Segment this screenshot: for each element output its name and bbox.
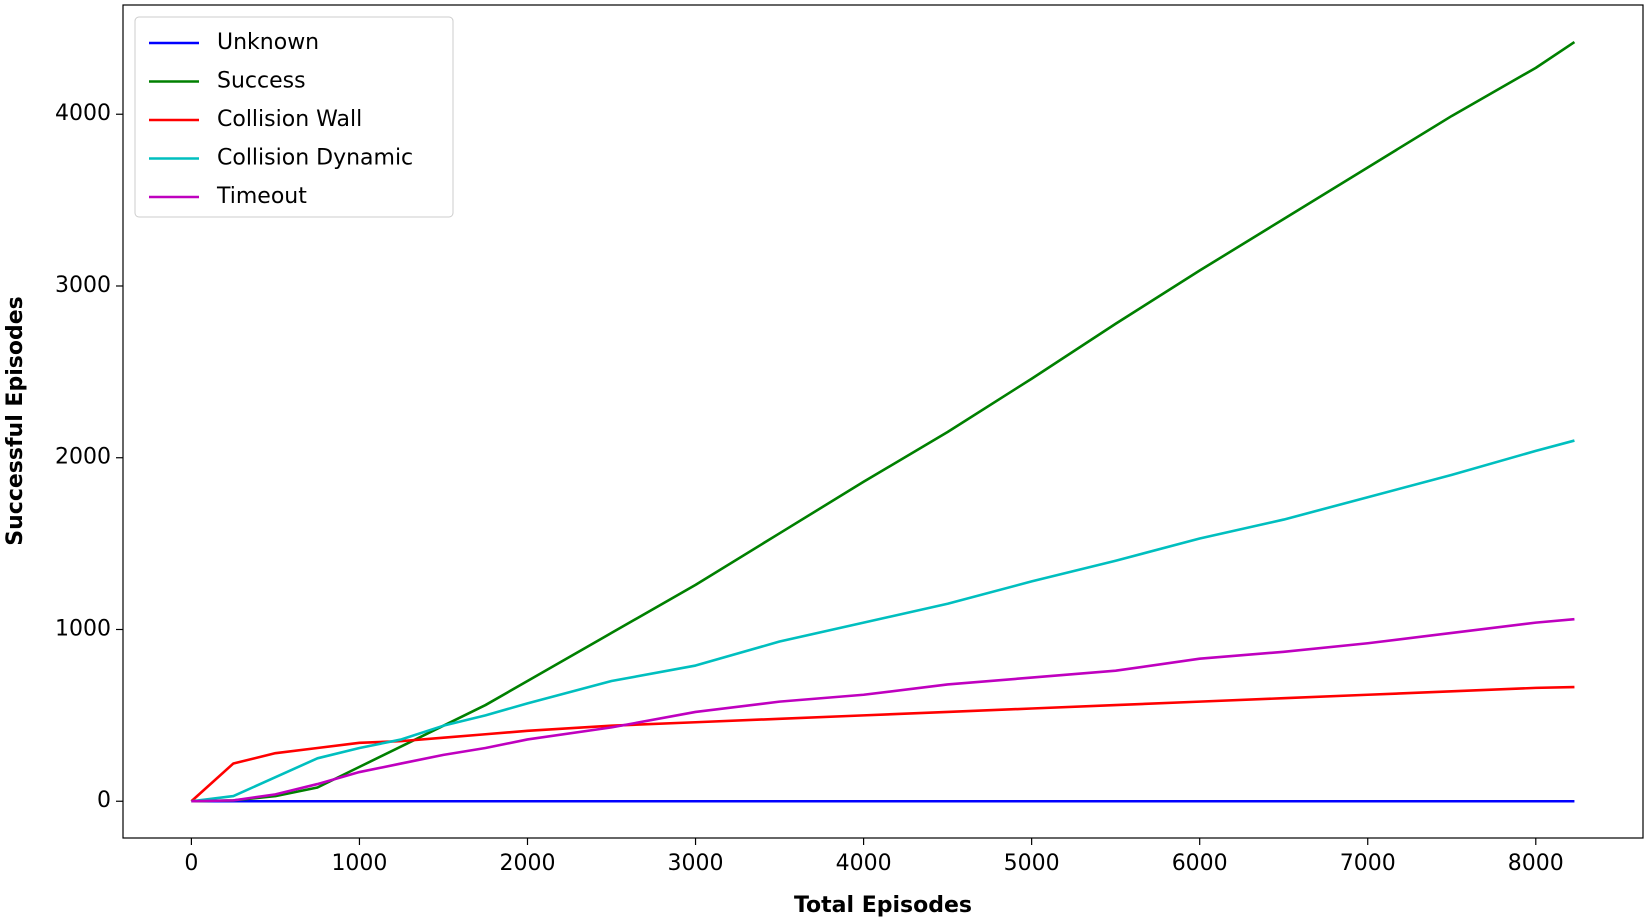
series-line	[190, 685, 1575, 803]
x-tick-label: 7000	[1340, 851, 1396, 876]
legend-label: Collision Wall	[217, 107, 362, 132]
y-tick-label: 1000	[55, 616, 111, 641]
legend-label: Unknown	[217, 30, 319, 55]
y-tick-label: 3000	[55, 273, 111, 298]
y-axis-label: Successful Episodes	[3, 296, 28, 545]
legend-label: Timeout	[216, 184, 307, 209]
x-tick-label: 2000	[499, 851, 555, 876]
series-line	[191, 617, 1575, 803]
x-tick-label: 3000	[668, 851, 724, 876]
x-tick-label: 8000	[1508, 851, 1564, 876]
y-tick-label: 2000	[55, 445, 111, 470]
legend-label: Success	[217, 69, 306, 94]
legend-box	[134, 16, 454, 218]
legend-label: Collision Dynamic	[217, 146, 413, 171]
x-tick-label: 4000	[836, 851, 892, 876]
x-tick-label: 5000	[1004, 851, 1060, 876]
series-line	[191, 439, 1575, 803]
x-tick-label: 0	[184, 851, 198, 876]
y-tick-label: 4000	[55, 101, 111, 126]
x-tick-label: 1000	[331, 851, 387, 876]
y-tick-label: 0	[97, 788, 111, 813]
plot-frame	[122, 4, 1644, 839]
x-tick-label: 6000	[1172, 851, 1228, 876]
x-axis-label: Total Episodes	[794, 893, 972, 918]
